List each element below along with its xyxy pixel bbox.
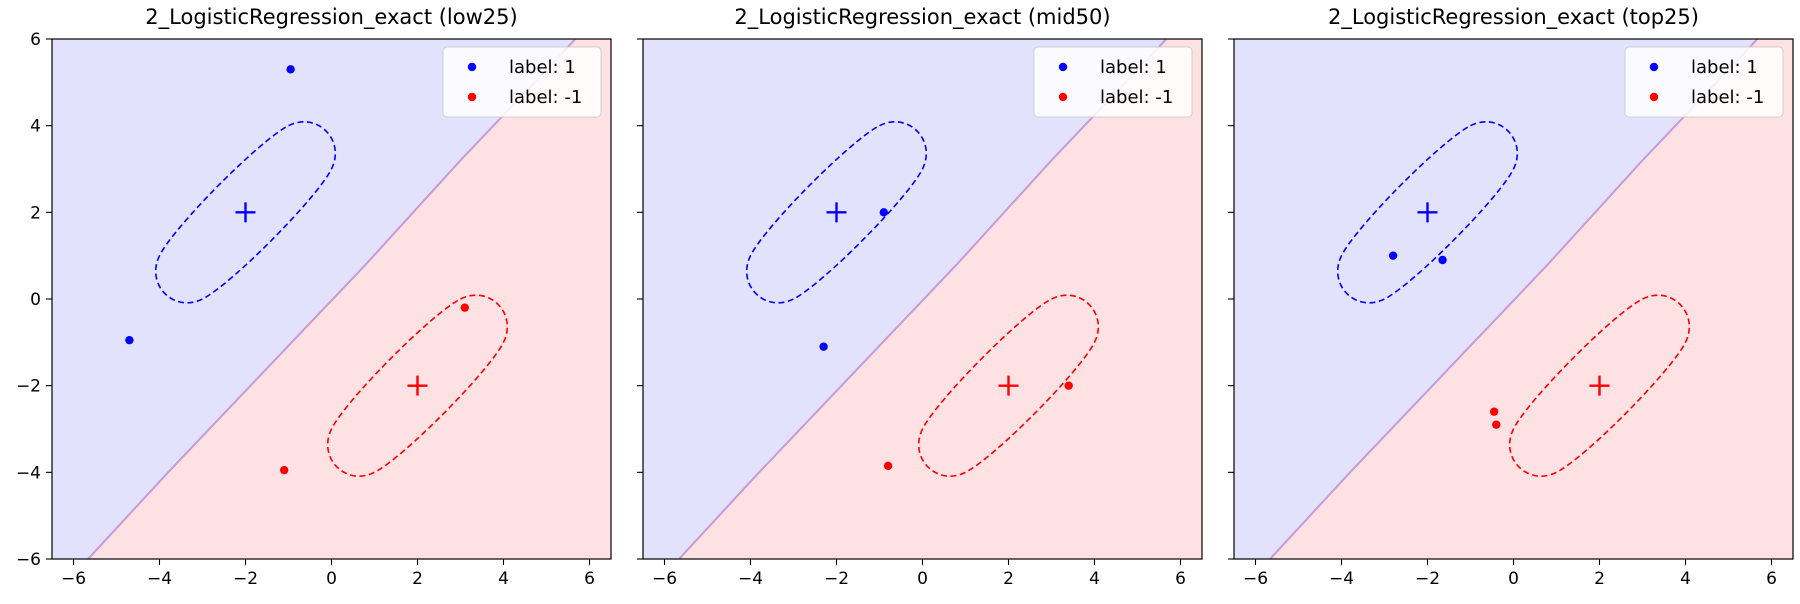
center-marker-1: [1417, 202, 1438, 223]
legend-marker: [1649, 92, 1659, 102]
y-tick-label: −6: [16, 550, 41, 570]
y-tick-label: −2: [16, 377, 41, 397]
y-tick-label: 2: [30, 203, 41, 223]
x-tick-label: 0: [326, 569, 337, 589]
legend-marker: [1649, 62, 1659, 72]
data-point-s2-2: [280, 465, 289, 475]
positive-region: [52, 39, 576, 559]
class-ellipse-2: [1508, 294, 1691, 477]
class-ellipse-2: [326, 294, 509, 477]
legend-label: label: -1: [1691, 87, 1764, 108]
center-marker-2: [407, 375, 428, 396]
data-point-s2-1: [460, 303, 469, 312]
x-tick-label: 2: [1003, 569, 1014, 589]
chart-title: 2_LogisticRegression_exact (top25): [1328, 5, 1699, 30]
plot-panel-1: −6 −4 −2 0 2 4 6 −6 −4 −2 0 2 4 6 2_LogisticRegression…: [16, 5, 612, 589]
center-marker-2: [998, 375, 1019, 396]
x-tick-label: −2: [1415, 569, 1440, 589]
x-tick-label: −4: [147, 569, 172, 589]
x-tick-label: 2: [1594, 569, 1605, 589]
legend-label: label: 1: [1100, 57, 1167, 78]
x-tick-label: 2: [412, 569, 423, 589]
legend-marker: [1058, 92, 1068, 102]
data-point-s2-1: [1064, 381, 1073, 390]
y-tick-label: −4: [16, 463, 41, 483]
data-point-s1-1: [1388, 251, 1398, 260]
legend: label: 1 label: -1: [1624, 46, 1784, 118]
center-marker-1: [826, 202, 847, 223]
data-point-s1-2: [1438, 255, 1447, 265]
legend-marker: [467, 62, 477, 72]
data-point-s1-1: [286, 65, 295, 74]
class-ellipse-1: [1336, 121, 1519, 304]
x-tick-label: 6: [1175, 569, 1186, 589]
x-tick-label: 0: [1508, 569, 1519, 589]
data-point-s2-2: [883, 461, 893, 471]
y-tick-label: 0: [30, 290, 41, 310]
legend-marker: [1058, 62, 1068, 72]
x-tick-label: −4: [738, 569, 763, 589]
plot-panel-2: −6 −4 −2 0 2 4 6 2_LogisticRegression_exact (mi…: [637, 5, 1203, 589]
x-tick-label: −6: [1243, 569, 1268, 589]
data-point-s2-1: [1489, 407, 1499, 416]
x-tick-label: 4: [1680, 569, 1691, 589]
x-tick-label: 4: [498, 569, 509, 589]
x-tick-label: −4: [1329, 569, 1354, 589]
chart-title: 2_LogisticRegression_exact (mid50): [734, 5, 1110, 30]
x-tick-label: −6: [652, 569, 677, 589]
center-marker-1: [235, 202, 256, 223]
legend-label: label: 1: [1691, 57, 1758, 78]
y-tick-label: 4: [30, 117, 41, 137]
class-ellipse-2: [917, 294, 1100, 477]
legend-box: [1033, 46, 1193, 118]
legend-box: [1624, 46, 1784, 118]
plot-panel-3: −6 −4 −2 0 2 4 6 2_LogisticRegression_exact (to…: [1228, 5, 1794, 589]
data-point-s1-1: [879, 208, 888, 217]
legend: label: 1 label: -1: [442, 46, 602, 118]
plot-area: [643, 39, 1202, 559]
x-tick-label: 0: [917, 569, 928, 589]
positive-region: [1234, 39, 1758, 559]
class-ellipse-1: [745, 121, 928, 304]
x-tick-label: 6: [1766, 569, 1777, 589]
x-tick-label: −6: [61, 569, 86, 589]
positive-region: [643, 39, 1167, 559]
plot-area: [1234, 39, 1793, 559]
chart-title: 2_LogisticRegression_exact (low25): [145, 5, 517, 30]
class-ellipse-1: [154, 121, 337, 304]
data-point-s1-2: [819, 342, 828, 351]
legend-label: label: 1: [509, 57, 576, 78]
y-tick-label: 6: [30, 30, 41, 50]
x-tick-label: 6: [584, 569, 595, 589]
legend-box: [442, 46, 602, 118]
legend: label: 1 label: -1: [1033, 46, 1193, 118]
x-tick-label: 4: [1089, 569, 1100, 589]
legend-label: label: -1: [509, 87, 582, 108]
legend-marker: [467, 92, 477, 102]
x-tick-label: −2: [824, 569, 849, 589]
data-point-s2-2: [1492, 420, 1501, 429]
legend-label: label: -1: [1100, 87, 1173, 108]
center-marker-2: [1589, 375, 1610, 396]
x-tick-label: −2: [233, 569, 258, 589]
data-point-s1-2: [125, 335, 134, 345]
